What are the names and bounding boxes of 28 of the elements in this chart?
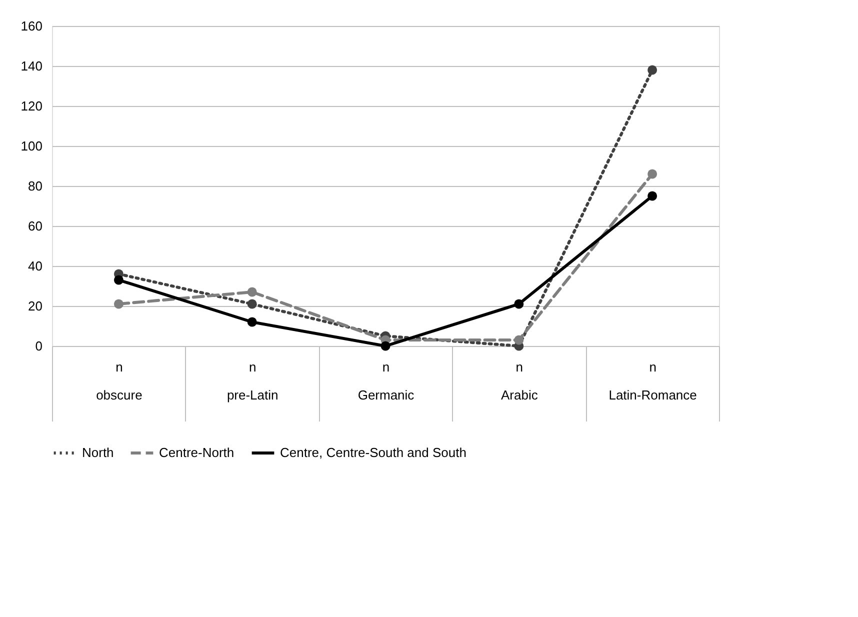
x-tick-label: n Arabic [500,360,538,402]
y-tick-label: 40 [28,258,42,274]
y-tick-label: 60 [28,218,42,234]
y-tick-label: 80 [28,178,42,194]
legend-label: Centre, Centre-South and South [280,445,466,460]
y-tick-label: 0 [35,338,42,354]
y-tick-label: 20 [28,298,42,314]
point [380,341,390,351]
y-tick-label: 120 [20,98,42,114]
point [514,335,524,345]
legend-label: Centre-North [159,445,234,460]
point [247,317,257,327]
point [648,65,658,75]
x-tick-label: n Germanic [358,360,415,402]
point [247,299,257,309]
y-tick-label: 100 [20,138,42,154]
x-tick-label: n Latin-Romance [608,360,697,402]
x-tick-label: n pre-Latin [226,360,278,402]
point [648,191,658,201]
point [114,299,124,309]
point [247,287,257,297]
point [648,169,658,179]
point [114,275,124,285]
y-tick-label: 140 [20,58,42,74]
x-tick-label: n obscure [96,360,142,402]
y-tick-label: 160 [20,18,42,34]
point [514,299,524,309]
legend-label: North [82,445,114,460]
